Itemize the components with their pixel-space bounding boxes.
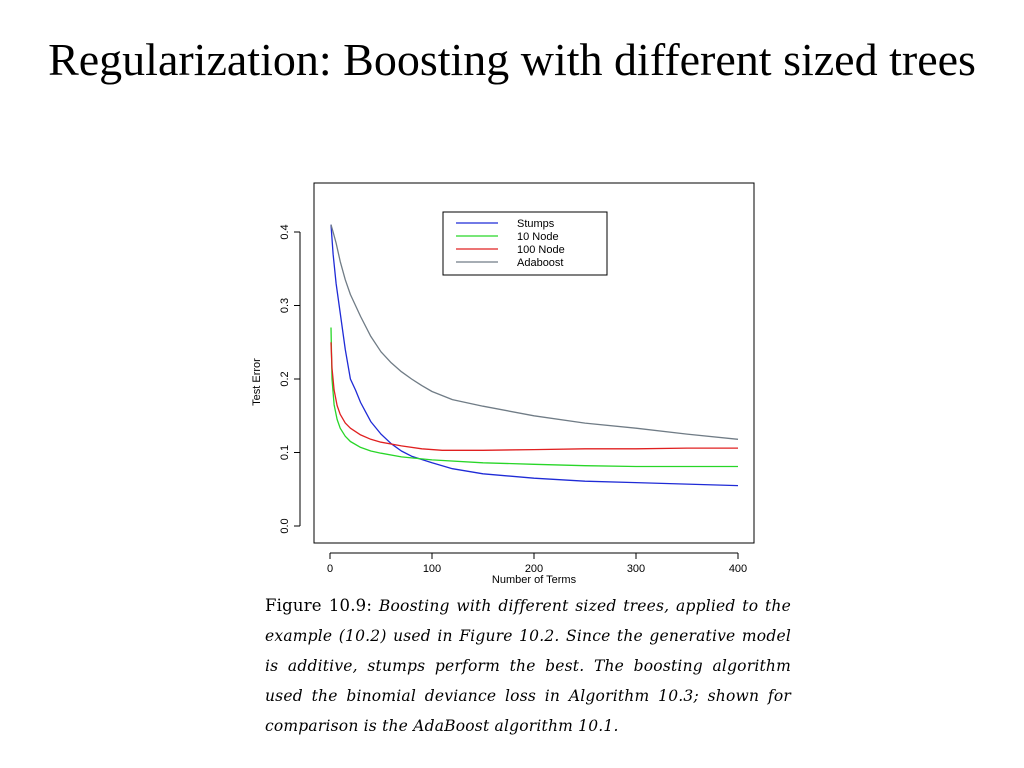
y-tick-label: 0.0 — [279, 518, 291, 533]
slide-title: Regularization: Boosting with different … — [48, 34, 976, 85]
caption-label: Figure 10.9: — [265, 596, 373, 615]
x-tick-label: 100 — [423, 563, 441, 575]
series-line-stumps — [330, 224, 739, 487]
legend-label: Adaboost — [517, 257, 563, 269]
y-tick-label: 0.2 — [279, 371, 291, 386]
legend-label: 100 Node — [517, 244, 565, 256]
y-tick-label: 0.3 — [279, 298, 291, 313]
legend-box — [442, 211, 608, 276]
y-axis-label: Test Error — [251, 358, 263, 406]
x-tick-label: 300 — [627, 563, 645, 575]
series-line-100-node — [330, 342, 738, 451]
figure-caption: Figure 10.9: Boosting with different siz… — [265, 591, 791, 741]
y-tick-label: 0.1 — [279, 445, 291, 460]
series-line-10-node — [330, 327, 738, 468]
legend-label: Stumps — [517, 218, 555, 230]
x-tick-label: 400 — [729, 563, 747, 575]
x-tick-label: 200 — [525, 563, 543, 575]
series-line-adaboost — [330, 224, 739, 440]
y-tick-label: 0.4 — [279, 224, 291, 239]
plot-frame — [313, 182, 755, 544]
legend-label: 10 Node — [517, 231, 559, 243]
series-layer — [330, 224, 739, 487]
x-tick-label: 0 — [327, 563, 333, 575]
line-chart: 0 100 200 300 400 0.0 0.1 0.2 0.3 0.4 Number of T… — [251, 182, 755, 586]
tick-layer: 0 100 200 300 400 0.0 0.1 0.2 0.3 0.4 — [279, 224, 747, 575]
caption-text: Boosting with different sized trees, app… — [265, 597, 791, 735]
x-axis-label: Number of Terms — [492, 574, 577, 586]
